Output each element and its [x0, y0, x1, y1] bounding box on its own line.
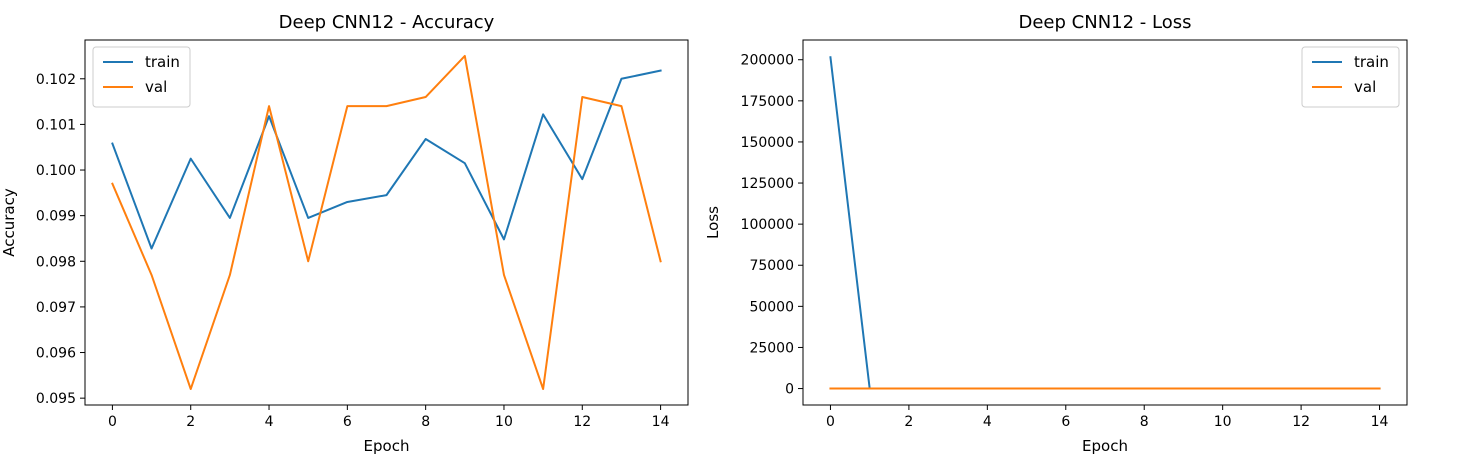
- x-tick-label: 8: [1140, 414, 1149, 430]
- x-tick-label: 4: [265, 414, 274, 430]
- y-tick-label: 150000: [741, 135, 794, 151]
- y-tick-label: 75000: [749, 258, 794, 274]
- legend-label: val: [1354, 78, 1376, 96]
- plot-frame: [802, 39, 1408, 406]
- y-tick-label: 0: [785, 382, 794, 398]
- chart-title: Deep CNN12 - Accuracy: [279, 12, 495, 33]
- series-line-train: [111, 69, 662, 250]
- y-tick-label: 0.098: [36, 254, 76, 270]
- y-tick-label: 25000: [749, 340, 794, 356]
- y-tick-label: 175000: [741, 94, 794, 110]
- y-tick-label: 125000: [741, 176, 794, 192]
- y-tick-label: 100000: [741, 217, 794, 233]
- x-tick-label: 14: [652, 414, 670, 430]
- x-tick-label: 14: [1371, 414, 1389, 430]
- x-tick-label: 8: [421, 414, 430, 430]
- accuracy-chart: Deep CNN12 - Accuracy 0 2 4 6 8 10 12 14 0.095 0.0…: [0, 12, 689, 455]
- x-tick-label: 6: [1061, 414, 1070, 430]
- x-tick-label: 2: [904, 414, 913, 430]
- x-axis-label: Epoch: [1082, 437, 1128, 455]
- x-tick-label: 10: [1214, 414, 1232, 430]
- y-tick-label: 0.096: [36, 346, 76, 362]
- x-tick-label: 4: [983, 414, 992, 430]
- x-tick-label: 6: [343, 414, 352, 430]
- y-axis-label: Accuracy: [0, 188, 18, 257]
- x-tick-label: 12: [573, 414, 591, 430]
- legend-label: val: [145, 78, 167, 96]
- plot-frame: [84, 39, 689, 406]
- y-tick-label: 0.099: [36, 209, 76, 225]
- legend-label: train: [145, 53, 180, 71]
- chart-title: Deep CNN12 - Loss: [1019, 12, 1192, 33]
- y-tick-label: 0.100: [36, 163, 76, 179]
- x-axis-label: Epoch: [364, 437, 410, 455]
- x-tick-label: 2: [186, 414, 195, 430]
- x-tick-label: 12: [1292, 414, 1310, 430]
- x-tick-label: 10: [495, 414, 513, 430]
- y-tick-label: 0.097: [36, 300, 76, 316]
- y-tick-label: 0.101: [36, 117, 76, 133]
- x-tick-label: 0: [108, 414, 117, 430]
- y-axis-label: Loss: [704, 206, 722, 239]
- legend: train val: [92, 46, 191, 108]
- series-line-train: [829, 56, 1381, 390]
- y-tick-label: 50000: [749, 299, 794, 315]
- y-tick-label: 0.102: [36, 72, 76, 88]
- legend-label: train: [1354, 53, 1389, 71]
- y-tick-label: 200000: [741, 53, 794, 69]
- loss-chart: Deep CNN12 - Loss 0 2 4 6 8 10 12 14 0 25000 50000 7…: [704, 12, 1408, 455]
- x-tick-label: 0: [826, 414, 835, 430]
- series-line-val: [111, 54, 662, 391]
- y-tick-label: 0.095: [36, 391, 76, 407]
- legend: train val: [1301, 46, 1400, 108]
